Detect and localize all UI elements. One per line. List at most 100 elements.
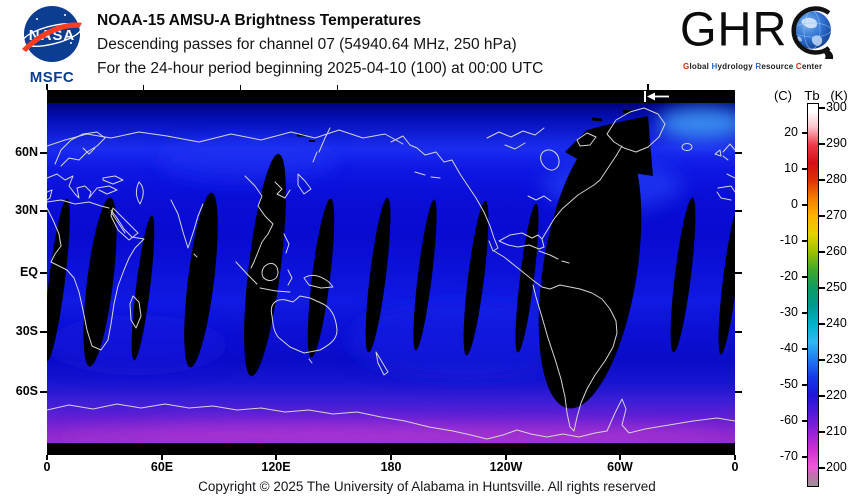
lon-label-120w: 120W	[489, 460, 523, 474]
axis-tick	[143, 85, 144, 90]
colorbar-unit-tb: Tb	[804, 88, 820, 103]
colorbar-tick	[819, 215, 825, 217]
lon-label-0w: 0	[731, 460, 739, 474]
k-tick-label: 250	[826, 280, 847, 294]
ghrc-logo: GHR Global Hydrology Resource Ce	[680, 1, 852, 71]
colorbar-tick	[819, 467, 825, 469]
c-tick-label: -50	[779, 377, 798, 391]
k-tick-label: 280	[826, 172, 847, 186]
axis-tick	[161, 455, 163, 460]
axis-tick	[40, 152, 47, 154]
c-tick-label: -20	[779, 269, 798, 283]
colorbar-tick	[802, 204, 808, 206]
ghrc-sub-initial-g: G	[683, 62, 690, 71]
colorbar-unit-celsius: (C)	[773, 88, 793, 103]
k-tick-label: 230	[826, 352, 847, 366]
pass-start-left-arrow-icon	[644, 91, 669, 102]
axis-tick	[735, 210, 742, 212]
c-tick-label: 0	[791, 197, 798, 211]
nasa-msfc-label: MSFC	[29, 69, 75, 86]
ghrc-letters: GHR	[680, 1, 788, 56]
colorbar-tick	[802, 384, 808, 386]
ghrc-sub-initial-c: C	[795, 62, 802, 71]
axis-tick	[337, 85, 338, 90]
colorbar-tick	[819, 395, 825, 397]
axis-tick	[735, 272, 742, 274]
k-tick-label: 220	[826, 388, 847, 402]
axis-tick	[46, 455, 48, 460]
axis-tick	[619, 455, 621, 460]
k-tick-label: 240	[826, 316, 847, 330]
colorbar-tick	[819, 143, 825, 145]
axis-tick	[40, 391, 47, 393]
copyright-line: Copyright © 2025 The University of Alaba…	[198, 479, 656, 494]
colorbar-tick	[819, 359, 825, 361]
c-tick-label: -60	[779, 413, 798, 427]
lon-label-0e: 0	[43, 460, 51, 474]
axis-tick	[505, 455, 507, 460]
top-edge-bar	[47, 90, 735, 103]
colorbar-tick	[802, 420, 808, 422]
colorbar-tick	[802, 456, 808, 458]
brightness-temperature-map	[44, 90, 747, 455]
colorbar-tick	[802, 168, 808, 170]
c-tick-label: -30	[779, 305, 798, 319]
axis-tick	[735, 331, 742, 333]
lat-label-30s: 30S	[15, 324, 38, 338]
colorbar-tick	[819, 107, 825, 109]
ghrc-subtitle: Global Hydrology Resource Center	[683, 62, 823, 71]
lon-label-60w: 60W	[607, 460, 633, 474]
pass-start-tick	[647, 84, 649, 90]
colorbar-gradient	[807, 103, 819, 487]
ghrc-sub-initial-r: R	[755, 62, 762, 71]
axis-tick	[46, 84, 48, 90]
k-tick-label: 210	[826, 424, 847, 438]
colorbar-tick	[819, 431, 825, 433]
page-subtitle-channel: Descending passes for channel 07 (54940.…	[97, 36, 517, 53]
colorbar-tick	[802, 348, 808, 350]
axis-tick	[240, 85, 241, 90]
nasa-logo: NASA MSFC	[12, 3, 92, 86]
axis-tick	[734, 455, 736, 460]
page-subtitle-period: For the 24-hour period beginning 2025-04…	[97, 60, 544, 77]
k-tick-label: 270	[826, 208, 847, 222]
colorbar-tick	[802, 132, 808, 134]
axis-tick	[275, 455, 277, 460]
axis-tick	[390, 455, 392, 460]
colorbar-tick	[802, 312, 808, 314]
axis-tick	[40, 272, 47, 274]
nasa-meatball-icon: NASA	[22, 6, 82, 62]
c-tick-label: -70	[779, 449, 798, 463]
colorbar-tick	[819, 323, 825, 325]
k-tick-label: 290	[826, 136, 847, 150]
k-tick-label: 300	[826, 100, 847, 114]
lat-label-30n: 30N	[15, 203, 38, 217]
colorbar-tick	[802, 276, 808, 278]
lon-label-60e: 60E	[150, 460, 174, 474]
page-title: NOAA-15 AMSU-A Brightness Temperatures	[97, 12, 422, 29]
colorbar-tick	[802, 240, 808, 242]
ghrc-globe-icon	[791, 6, 834, 59]
axis-tick	[735, 391, 742, 393]
c-tick-label: -40	[779, 341, 798, 355]
c-tick-label: 20	[784, 125, 798, 139]
ghrc-wordmark: GHR	[680, 1, 852, 60]
lat-label-60s: 60S	[15, 384, 38, 398]
lon-label-120e: 120E	[261, 460, 291, 474]
colorbar-tick	[819, 179, 825, 181]
axis-tick	[735, 152, 742, 154]
header-titles: NOAA-15 AMSU-A Brightness Temperatures D…	[97, 9, 543, 81]
k-tick-label: 200	[826, 460, 847, 474]
axis-tick	[40, 210, 47, 212]
bottom-edge-bar	[47, 443, 735, 455]
k-tick-label: 260	[826, 244, 847, 258]
axis-tick	[40, 331, 47, 333]
lat-label-60n: 60N	[15, 145, 38, 159]
colorbar-unit-kelvin: (K)	[830, 88, 848, 103]
colorbar-tick	[819, 287, 825, 289]
map-canvas	[44, 90, 747, 455]
lat-label-eq: EQ	[19, 265, 38, 279]
colorbar-tick	[819, 251, 825, 253]
lon-label-180: 180	[380, 460, 402, 474]
